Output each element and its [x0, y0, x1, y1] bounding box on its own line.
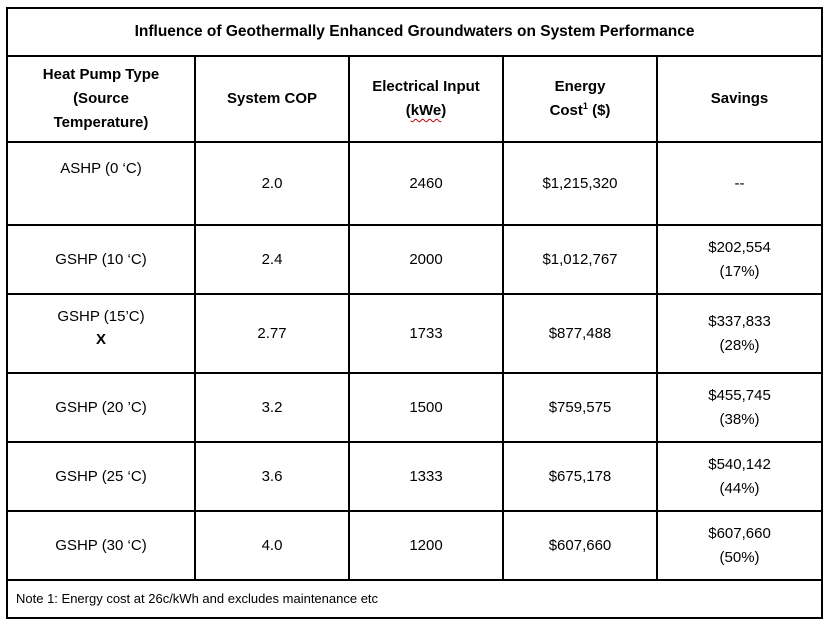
system-cop-cell: 2.0 — [194, 141, 350, 226]
savings-percent: (17%) — [719, 262, 760, 280]
header-savings: Savings — [655, 55, 824, 143]
heat-pump-type-text: GSHP (30 ‘C) — [55, 536, 147, 554]
heat-pump-type-cell: GSHP (25 ‘C) — [6, 441, 196, 512]
savings-cell: $202,554 (17%) — [655, 224, 824, 295]
heat-pump-type-cell: GSHP (15’C) X — [6, 293, 196, 374]
header-input-open: ( — [405, 102, 411, 119]
savings-cell: $540,142 (44%) — [655, 441, 824, 512]
heat-pump-type-cell: ASHP (0 ‘C) — [6, 141, 196, 226]
heat-pump-type-text: ASHP (0 ‘C) — [60, 160, 142, 177]
table-row: GSHP (25 ‘C) 3.6 1333 $675,178 $540,142 … — [6, 441, 824, 512]
system-cop-cell: 4.0 — [194, 510, 350, 581]
energy-cost-cell: $759,575 — [502, 372, 658, 443]
heat-pump-type-text: GSHP (10 ‘C) — [55, 250, 147, 268]
table-row: GSHP (10 ‘C) 2.4 2000 $1,012,767 $202,55… — [6, 224, 824, 295]
energy-cost-cell: $1,012,767 — [502, 224, 658, 295]
savings-amount: -- — [734, 174, 745, 192]
heat-pump-type-text: GSHP (20 ’C) — [55, 398, 147, 416]
selected-x-mark: X — [95, 331, 106, 348]
header-input-line-1: Electrical Input — [372, 78, 480, 95]
table-title: Influence of Geothermally Enhanced Groun… — [5, 7, 824, 57]
savings-percent: (28%) — [719, 336, 760, 354]
heat-pump-type-cell: GSHP (30 ‘C) — [6, 510, 196, 581]
header-input-close: ) — [441, 102, 447, 119]
system-cop-cell: 2.77 — [194, 293, 350, 374]
electrical-input-cell: 2000 — [348, 224, 504, 295]
heat-pump-type-cell: GSHP (10 ‘C) — [6, 224, 196, 295]
electrical-input-cell: 1200 — [348, 510, 504, 581]
savings-percent: (50%) — [719, 548, 760, 566]
table-footnote: Note 1: Energy cost at 26c/kWh and exclu… — [5, 579, 824, 619]
table-row: ASHP (0 ‘C) 2.0 2460 $1,215,320 -- — [6, 141, 824, 226]
header-input-unit: kWe — [410, 102, 442, 119]
energy-cost-cell: $877,488 — [502, 293, 658, 374]
system-cop-cell: 3.2 — [194, 372, 350, 443]
table-row: GSHP (15’C) X 2.77 1733 $877,488 $337,83… — [6, 293, 824, 374]
savings-cell: $455,745 (38%) — [655, 372, 824, 443]
header-cost-word: Cost — [549, 102, 583, 119]
savings-amount: $455,745 — [708, 386, 771, 404]
header-cost-line-2: Cost1 ($) — [510, 99, 650, 123]
energy-cost-cell: $675,178 — [502, 441, 658, 512]
table-row: GSHP (20 ’C) 3.2 1500 $759,575 $455,745 … — [6, 372, 824, 443]
system-cop-cell: 3.6 — [194, 441, 350, 512]
header-type-line-3: Temperature) — [53, 114, 149, 131]
performance-table-wrapper: Influence of Geothermally Enhanced Groun… — [5, 7, 824, 619]
electrical-input-cell: 2460 — [348, 141, 504, 226]
header-cost-unit: ($) — [587, 102, 611, 119]
header-type-line-1: Heat Pump Type — [42, 66, 160, 83]
header-energy-cost: Energy Cost1 ($) — [502, 55, 658, 143]
electrical-input-cell: 1500 — [348, 372, 504, 443]
energy-cost-cell: $607,660 — [502, 510, 658, 581]
electrical-input-cell: 1333 — [348, 441, 504, 512]
savings-amount: $607,660 — [708, 524, 771, 542]
savings-amount: $540,142 — [708, 455, 771, 473]
header-electrical-input: Electrical Input (kWe) — [348, 55, 504, 143]
savings-cell: -- — [655, 141, 824, 226]
heat-pump-type-text: GSHP (15’C) — [57, 308, 145, 325]
savings-percent: (44%) — [719, 479, 760, 497]
savings-amount: $337,833 — [708, 312, 771, 330]
heat-pump-type-cell: GSHP (20 ’C) — [6, 372, 196, 443]
system-cop-cell: 2.4 — [194, 224, 350, 295]
heat-pump-type-text: GSHP (25 ‘C) — [55, 467, 147, 485]
savings-cell: $607,660 (50%) — [655, 510, 824, 581]
performance-table: Influence of Geothermally Enhanced Groun… — [5, 7, 824, 619]
header-type-line-2: (Source — [73, 90, 129, 107]
table-row: GSHP (30 ‘C) 4.0 1200 $607,660 $607,660 … — [6, 510, 824, 581]
header-input-line-2: (kWe) — [356, 99, 496, 123]
savings-cell: $337,833 (28%) — [655, 293, 824, 374]
header-cost-line-1: Energy — [554, 78, 606, 95]
energy-cost-cell: $1,215,320 — [502, 141, 658, 226]
header-heat-pump-type: Heat Pump Type (Source Temperature) — [6, 55, 196, 143]
header-row: Heat Pump Type (Source Temperature) Syst… — [6, 55, 824, 143]
savings-percent: (38%) — [719, 410, 760, 428]
savings-amount: $202,554 — [708, 238, 771, 256]
electrical-input-cell: 1733 — [348, 293, 504, 374]
header-system-cop: System COP — [194, 55, 350, 143]
header-cost-footnote-marker: 1 — [582, 101, 588, 111]
